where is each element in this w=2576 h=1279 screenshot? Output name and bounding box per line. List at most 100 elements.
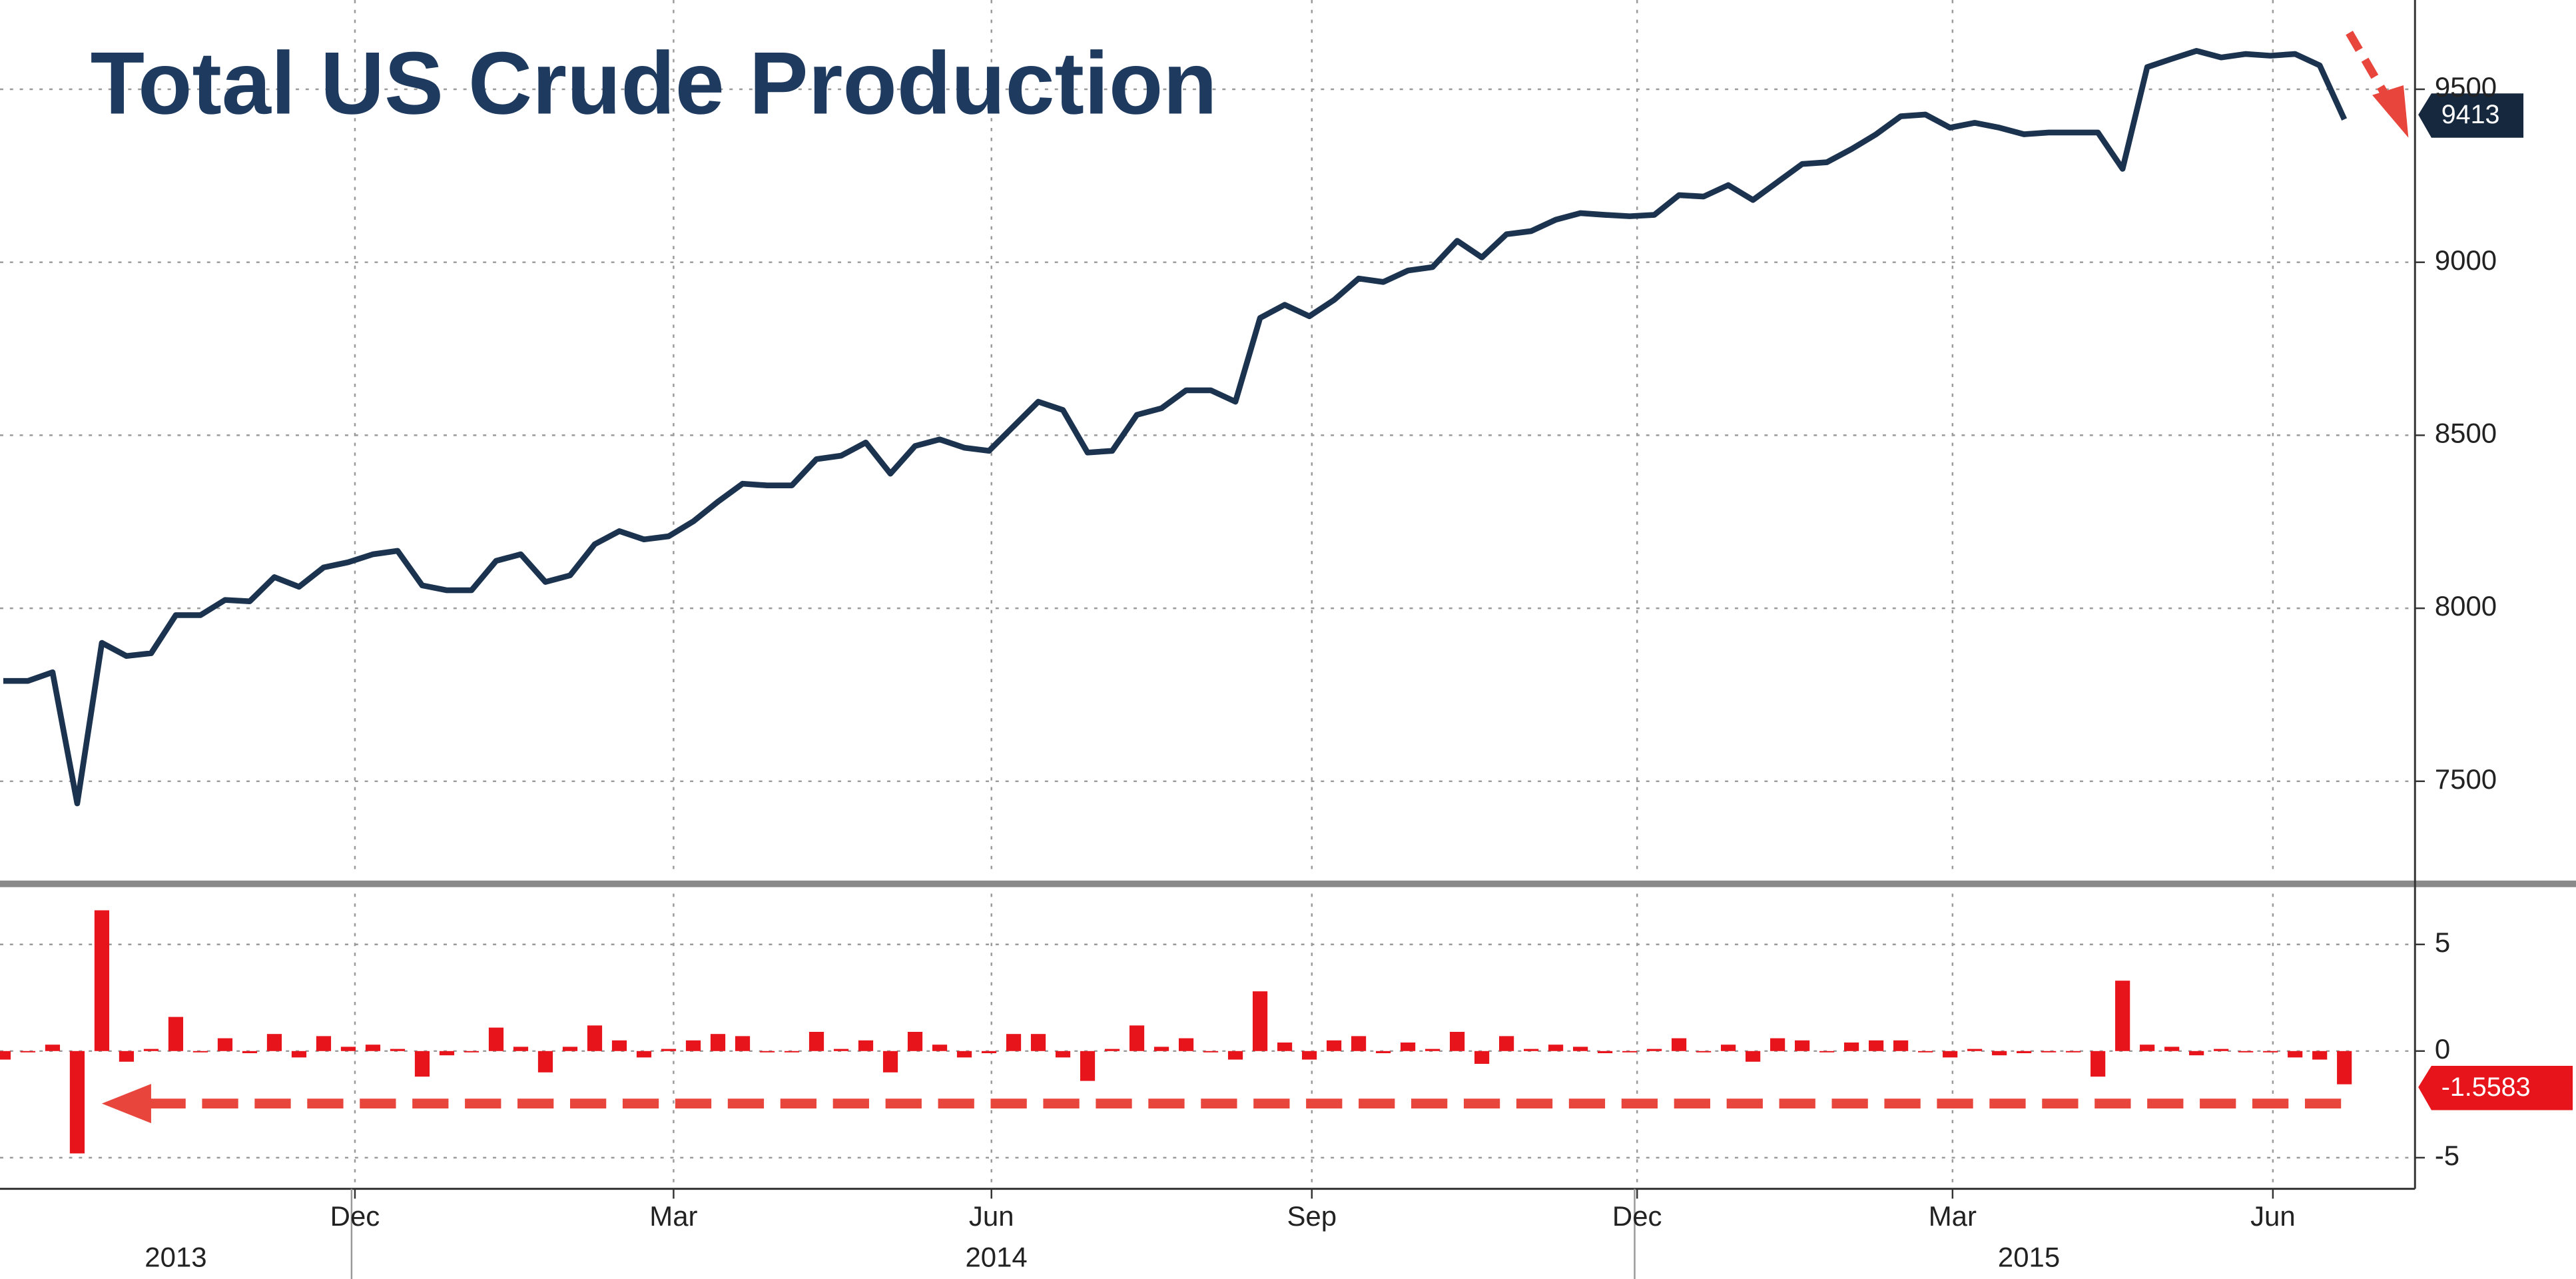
bar [784,1051,800,1053]
bar [1869,1040,1884,1051]
bar [2312,1051,2328,1060]
x-year-label: 2013 [145,1242,206,1273]
bar [365,1045,381,1051]
bar [2164,1047,2180,1051]
bar [414,1051,430,1077]
bar [390,1049,406,1051]
bar [1227,1051,1243,1060]
x-year-label: 2015 [1998,1242,2060,1273]
bar [1030,1034,1046,1051]
bar [2017,1051,2032,1054]
bar [1301,1051,1317,1060]
y-tick-label: 7500 [2435,763,2497,795]
bar [1425,1049,1441,1051]
bar [2288,1051,2303,1058]
last-value-badge: -1.5583 [2418,1066,2573,1110]
bar [1844,1042,1859,1051]
x-tick-label: Jun [969,1200,1014,1232]
bar [1597,1051,1613,1054]
bar [488,1027,504,1051]
bar [882,1051,898,1072]
bar [119,1051,135,1062]
bar [932,1045,948,1051]
bar [833,1049,849,1051]
y-tick-label: -5 [2435,1140,2459,1171]
bar [217,1038,233,1051]
x-tick-label: Mar [649,1200,697,1232]
y-tick-label: 9000 [2435,244,2497,276]
bar [168,1017,184,1051]
bar [1400,1042,1416,1051]
annotation-arrow [101,1084,2342,1124]
bar [1795,1040,1810,1051]
bar [1326,1040,1342,1051]
bar [1696,1051,1712,1053]
bar [537,1051,553,1072]
bar [1622,1051,1638,1053]
bar [1006,1034,1022,1051]
bar [242,1051,258,1054]
last-value-label: 9413 [2441,100,2500,129]
bar [1178,1038,1194,1051]
bar [735,1036,751,1051]
marks [0,48,2352,1154]
bar [2066,1051,2081,1053]
bar [759,1051,775,1053]
bar [1746,1051,1761,1062]
bar [956,1051,972,1058]
bar [808,1031,824,1051]
bar [1449,1031,1465,1051]
bar [291,1051,307,1058]
bar [266,1034,282,1051]
bar [1474,1051,1490,1065]
bar [1252,991,1268,1051]
bar [1104,1049,1120,1051]
x-tick-label: Sep [1287,1200,1337,1232]
bar [1770,1038,1785,1051]
bar [1672,1038,1687,1051]
bar [1918,1051,1933,1053]
bar [464,1051,480,1053]
annotation-arrow [2346,31,2409,138]
y-tick-label: 8500 [2435,417,2497,448]
bar [1992,1051,2007,1056]
bar [1203,1051,1219,1053]
bar [1967,1049,1983,1051]
bar [1647,1049,1662,1051]
bar [20,1051,36,1053]
bar [858,1040,874,1051]
chart-title: Total US Crude Production [91,35,1217,133]
bar [69,1051,85,1154]
bar [316,1036,332,1051]
bar [1080,1051,1096,1081]
bar [94,910,110,1051]
bar [1129,1025,1145,1051]
bar [2214,1049,2229,1051]
bar [340,1047,356,1051]
y-tick-label: 8000 [2435,590,2497,622]
x-tick-label: Mar [1929,1200,1977,1232]
bar [2041,1051,2057,1053]
bar [1055,1051,1071,1058]
bar [45,1045,61,1051]
bar [1498,1036,1514,1051]
last-value-badge: 9413 [2418,93,2524,138]
bar [192,1051,208,1053]
y-tick-label: 5 [2435,927,2450,958]
bar [2091,1051,2106,1077]
bar [907,1031,923,1051]
x-tick-label: Dec [330,1200,380,1232]
bar [1893,1040,1909,1051]
bar [981,1051,997,1054]
bar [143,1049,159,1051]
bar [2115,981,2130,1051]
bar [439,1051,455,1056]
line [3,48,2348,807]
bar [2263,1051,2278,1053]
bar [1351,1036,1367,1051]
bar [710,1034,726,1051]
bar [1943,1051,1958,1058]
y-tick-label: 9500 [2435,71,2497,103]
